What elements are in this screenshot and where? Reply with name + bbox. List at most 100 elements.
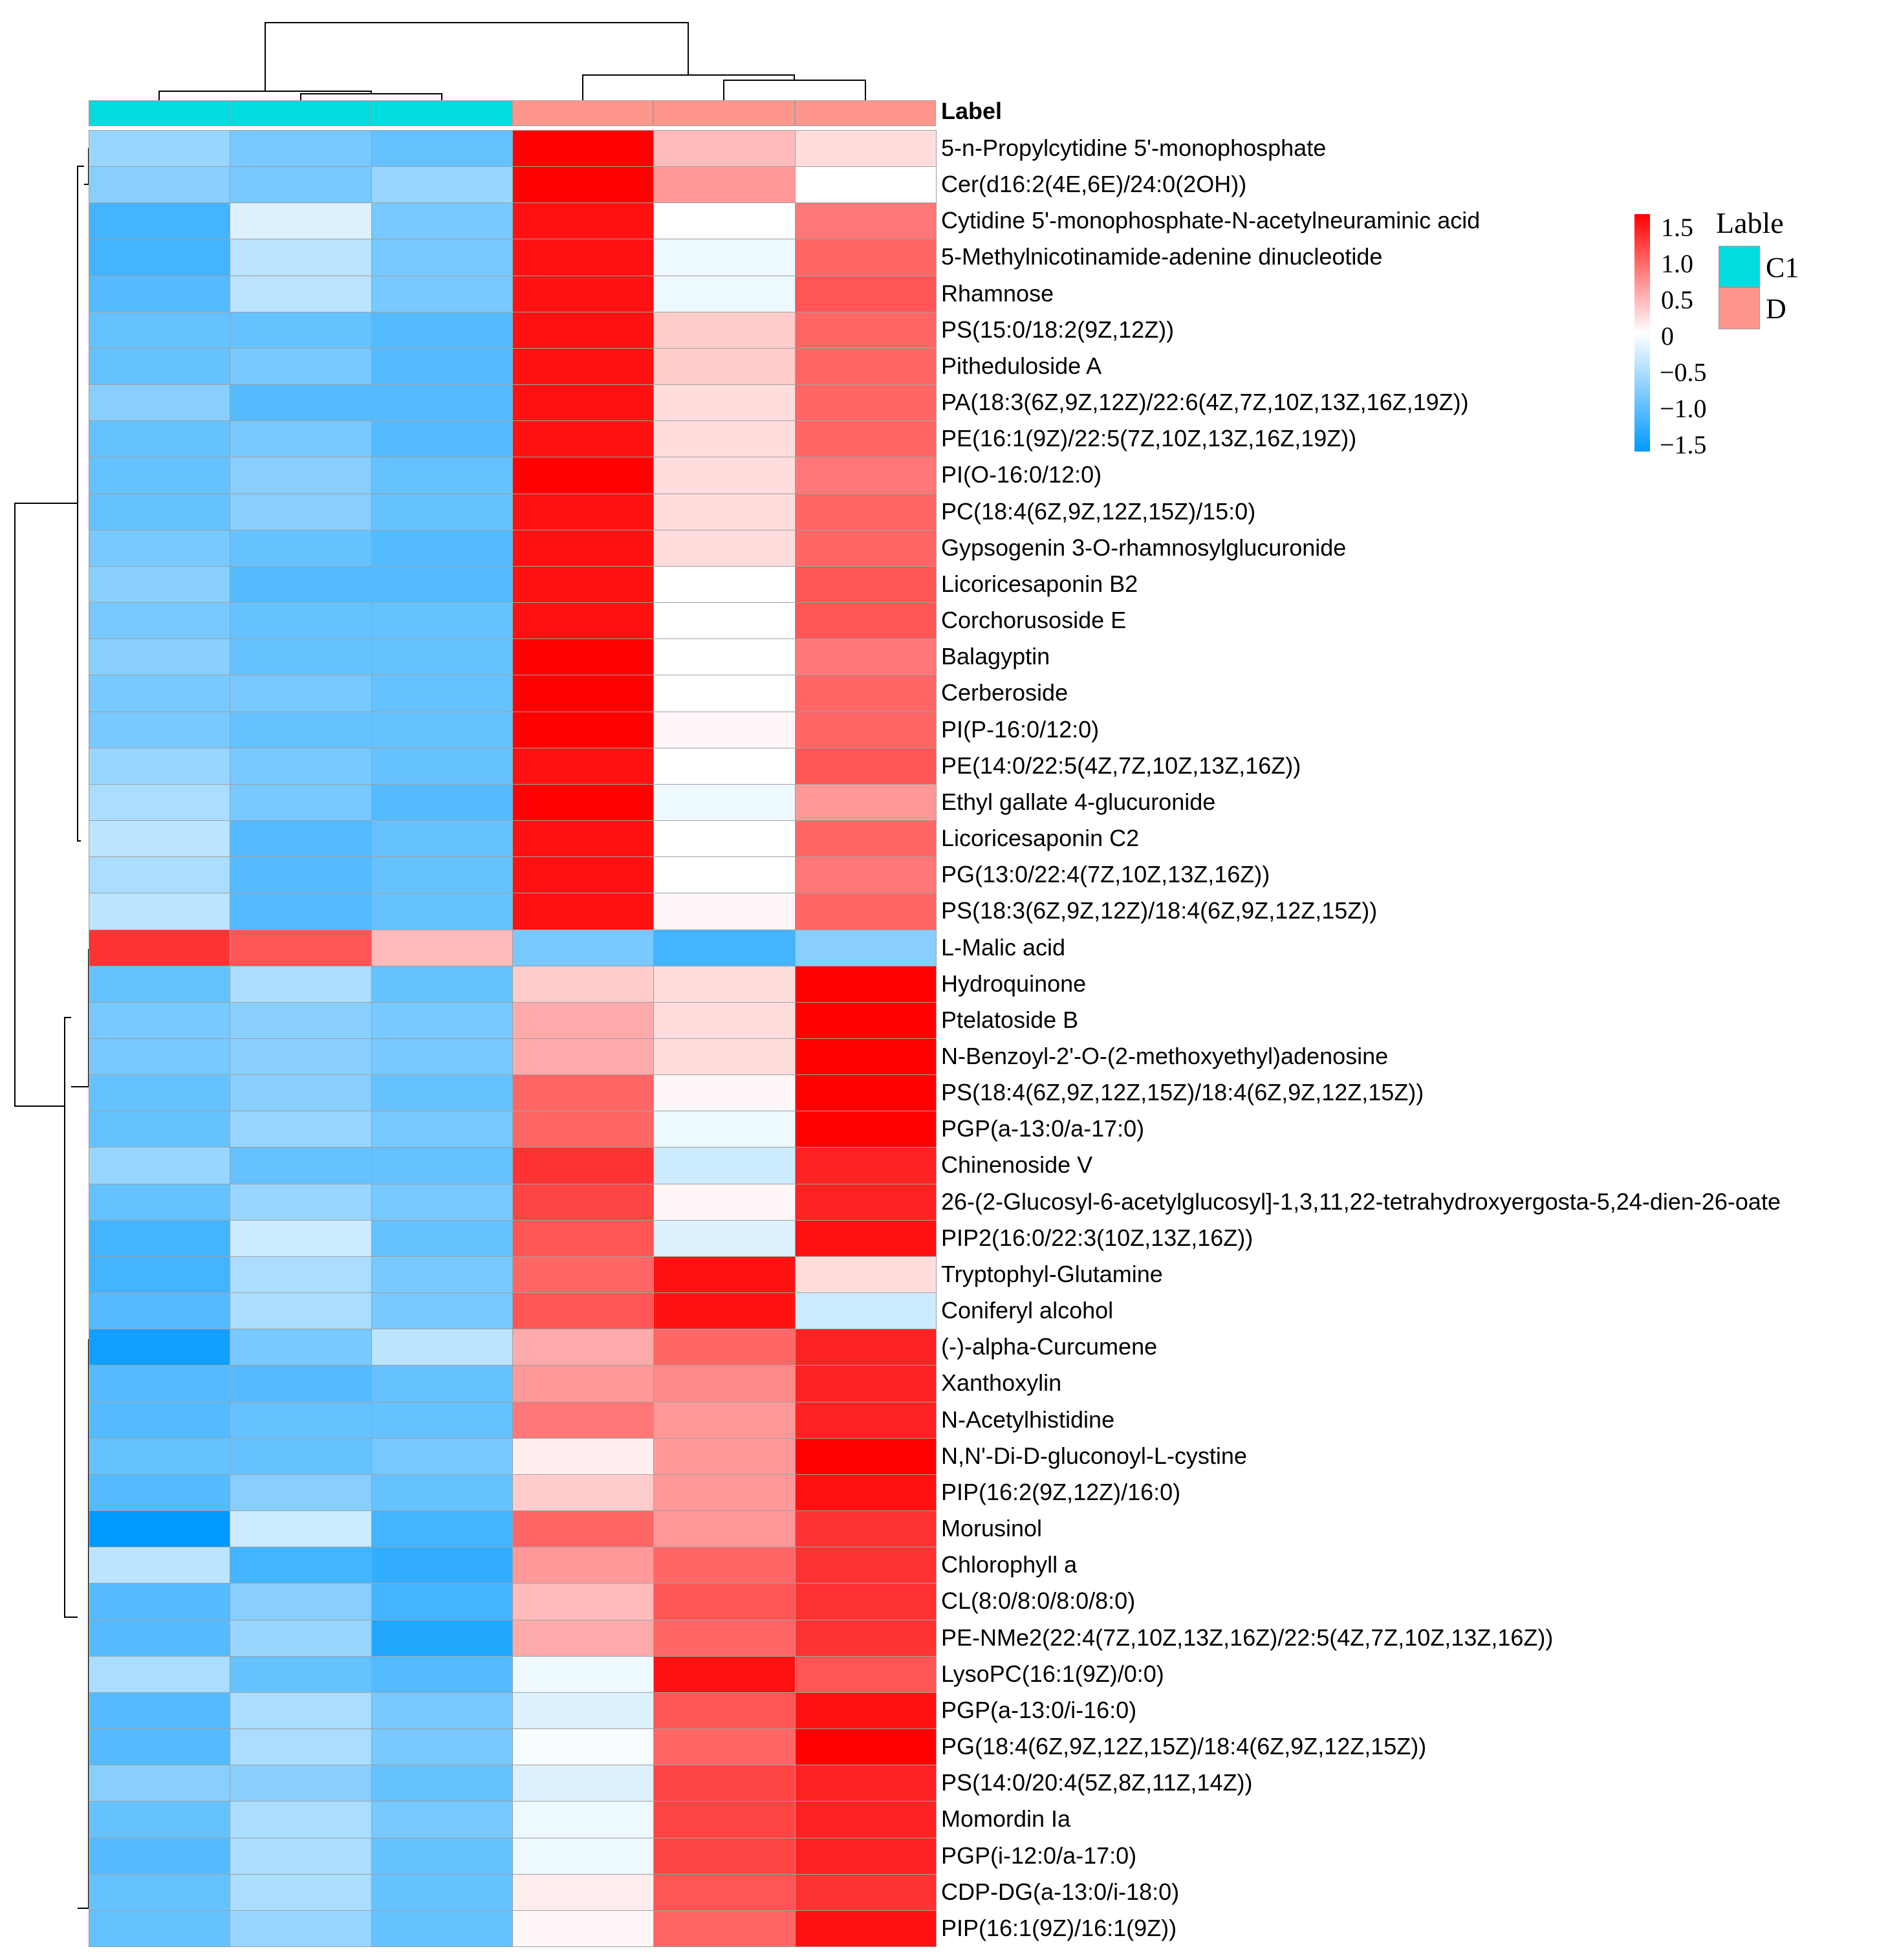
- heatmap-cell: [653, 747, 796, 785]
- heatmap-cell: [371, 747, 513, 785]
- heatmap-cell: [653, 529, 796, 567]
- heatmap-cell: [512, 1147, 655, 1184]
- heatmap-cell: [89, 1910, 231, 1947]
- heatmap-cell: [230, 1692, 372, 1730]
- row-label: N-Acetylhistidine: [941, 1406, 1115, 1433]
- heatmap-cell: [512, 457, 655, 494]
- heatmap-cell: [230, 1801, 372, 1838]
- legend-label-c1: C1: [1766, 252, 1799, 283]
- heatmap-cell: [512, 1401, 655, 1439]
- row-label: PGP(a-13:0/a-17:0): [941, 1115, 1145, 1142]
- heatmap-cell: [371, 420, 513, 458]
- heatmap-cell: [371, 166, 513, 204]
- heatmap-cell: [371, 529, 513, 567]
- heatmap-cell: [89, 783, 231, 822]
- heatmap-cell: [89, 1329, 231, 1366]
- row-label: Morusinol: [941, 1515, 1043, 1542]
- row-label: PS(14:0/20:4(5Z,8Z,11Z,14Z)): [941, 1769, 1253, 1796]
- heatmap-cell: [230, 602, 372, 640]
- row-label: Cerberoside: [941, 679, 1069, 706]
- heatmap-cell: [89, 457, 231, 494]
- heatmap-cell: [653, 202, 796, 240]
- heatmap-cell: [794, 965, 937, 1003]
- heatmap-cell: [794, 166, 937, 204]
- heatmap-cell: [512, 384, 655, 422]
- heatmap-cell: [512, 747, 655, 785]
- heatmap-cell: [653, 1873, 796, 1911]
- heatmap-cell: [512, 1910, 655, 1947]
- heatmap-cell: [230, 1038, 372, 1076]
- heatmap-cell: [371, 275, 513, 312]
- heatmap-cell: [794, 893, 937, 930]
- heatmap-cell: [371, 1583, 513, 1620]
- heatmap-cell: [653, 1001, 796, 1039]
- heatmap-cell: [371, 347, 513, 386]
- heatmap-cell: [794, 856, 937, 894]
- heatmap-cell: [653, 893, 796, 930]
- heatmap-cell: [230, 1655, 372, 1693]
- color-scale-tick-label: 1.0: [1661, 249, 1693, 278]
- heatmap-cell: [230, 1329, 372, 1366]
- heatmap-cell: [230, 457, 372, 494]
- color-scale-tick-label: −1.0: [1660, 394, 1707, 423]
- heatmap-cell: [794, 1038, 937, 1076]
- heatmap-cell: [512, 711, 655, 748]
- heatmap-cell: [653, 1111, 796, 1148]
- heatmap-cell: [371, 1329, 513, 1366]
- heatmap-cell: [794, 1801, 937, 1838]
- heatmap-cell: [89, 493, 231, 530]
- heatmap-cell: [512, 311, 655, 349]
- heatmap-cell: [653, 1837, 796, 1875]
- annotation-cell-d: [653, 100, 795, 126]
- heatmap-cell: [512, 1038, 655, 1076]
- annotation-title: Label: [941, 98, 1003, 124]
- heatmap-cell: [230, 1910, 372, 1947]
- heatmap-cell: [512, 1292, 655, 1330]
- heatmap-cell: [230, 311, 372, 349]
- color-scale-tick-label: 0.5: [1661, 285, 1693, 314]
- heatmap-cell: [653, 1365, 796, 1402]
- heatmap-cell: [512, 1655, 655, 1693]
- heatmap-cell: [89, 1692, 231, 1730]
- row-label: Corchorusoside E: [941, 607, 1127, 634]
- heatmap-cell: [89, 420, 231, 458]
- heatmap-cell: [653, 275, 796, 312]
- heatmap-cell: [371, 1547, 513, 1584]
- heatmap-cell: [371, 1365, 513, 1402]
- heatmap-cell: [512, 529, 655, 567]
- row-label: PIP2(16:0/22:3(10Z,13Z,16Z)): [941, 1224, 1253, 1251]
- heatmap-cell: [653, 1256, 796, 1294]
- annotation-cell-c1: [89, 100, 230, 126]
- heatmap-cell: [794, 130, 937, 168]
- heatmap-cell: [371, 1801, 513, 1838]
- heatmap-cell: [371, 457, 513, 494]
- heatmap-cell: [230, 1074, 372, 1112]
- heatmap-cell: [794, 1655, 937, 1693]
- heatmap-cell: [89, 711, 231, 748]
- heatmap-cell: [512, 856, 655, 894]
- row-label: PI(P-16:0/12:0): [941, 715, 1100, 743]
- heatmap-cell: [230, 239, 372, 276]
- heatmap-cell: [230, 1474, 372, 1512]
- heatmap-cell: [653, 1547, 796, 1584]
- heatmap-cell: [371, 311, 513, 349]
- heatmap-cell: [512, 1692, 655, 1730]
- heatmap-cell: [653, 457, 796, 494]
- heatmap-cell: [794, 1074, 937, 1112]
- row-label: LysoPC(16:1(9Z)/0:0): [941, 1660, 1164, 1687]
- heatmap-cell: [230, 529, 372, 567]
- heatmap-cell: [230, 1219, 372, 1257]
- heatmap-cell: [89, 1583, 231, 1620]
- heatmap-cell: [512, 783, 655, 822]
- heatmap-cell: [230, 1001, 372, 1039]
- annotation-cell-d: [512, 100, 654, 126]
- heatmap-cell: [230, 711, 372, 748]
- heatmap-cell: [89, 1801, 231, 1838]
- heatmap-cell: [794, 420, 937, 458]
- heatmap-cell: [89, 893, 231, 930]
- heatmap-cell: [512, 420, 655, 458]
- heatmap-cell: [512, 166, 655, 204]
- row-label: PIP(16:1(9Z)/16:1(9Z)): [941, 1914, 1177, 1941]
- heatmap-cell: [512, 1183, 655, 1221]
- heatmap-cell: [653, 638, 796, 676]
